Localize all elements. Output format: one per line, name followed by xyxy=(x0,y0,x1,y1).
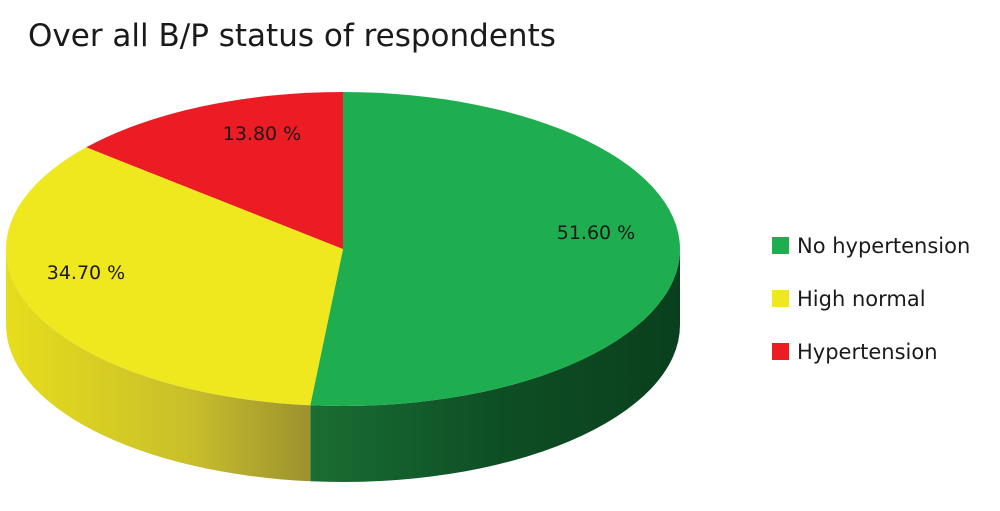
legend-label: No hypertension xyxy=(797,233,971,258)
pie-slice-hypertension[interactable] xyxy=(86,92,344,249)
legend-item-high-normal[interactable]: High normal xyxy=(772,285,970,312)
pie-side-high-normal xyxy=(6,249,311,482)
legend-item-hypertension[interactable]: Hypertension xyxy=(772,338,970,365)
legend-swatch xyxy=(772,237,789,254)
pie-slice-no-hypertension[interactable] xyxy=(310,92,680,406)
legend-swatch xyxy=(772,290,789,307)
legend-item-no-hypertension[interactable]: No hypertension xyxy=(772,232,970,259)
pie-side-no-hypertension xyxy=(310,249,680,483)
data-label-hypertension: 13.80 % xyxy=(223,123,302,145)
legend-label: Hypertension xyxy=(797,339,938,364)
data-label-high-normal: 34.70 % xyxy=(47,262,126,284)
legend-label: High normal xyxy=(797,286,926,311)
legend-swatch xyxy=(772,343,789,360)
chart-title: Over all B/P status of respondents xyxy=(28,18,556,54)
legend: No hypertension High normal Hypertension xyxy=(772,232,970,391)
pie-slice-high-normal[interactable] xyxy=(5,147,343,406)
data-label-no-hypertension: 51.60 % xyxy=(557,222,636,244)
